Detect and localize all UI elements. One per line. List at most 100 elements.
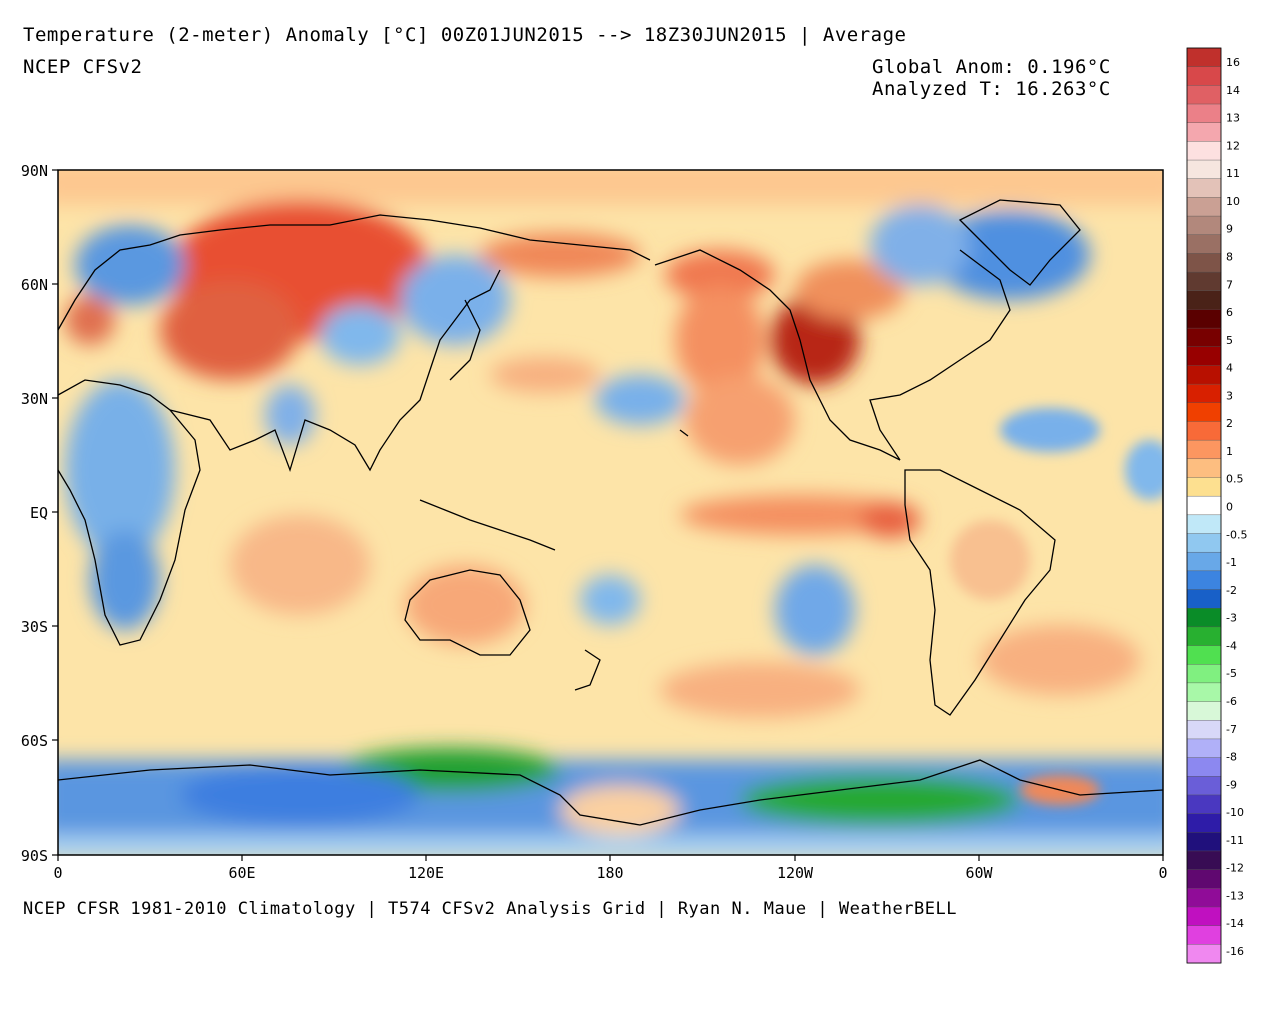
colorbar-swatch bbox=[1186, 47, 1222, 68]
colorbar-swatch bbox=[1186, 421, 1222, 441]
colorbar-swatch bbox=[1186, 738, 1222, 759]
chart-title: Temperature (2-meter) Anomaly [°C] 00Z01… bbox=[23, 24, 907, 46]
coastlines bbox=[58, 199, 1163, 826]
lat-label-60n: 60N bbox=[21, 276, 48, 294]
colorbar-swatch bbox=[1186, 346, 1222, 366]
analyzed-temperature-readout: Analyzed T: 16.263°C bbox=[872, 78, 1111, 100]
colorbar-swatch bbox=[1186, 271, 1222, 292]
colorbar-label: -13 bbox=[1226, 889, 1244, 902]
lat-label-60s: 60S bbox=[21, 732, 48, 750]
colorbar-swatch bbox=[1186, 66, 1222, 86]
colorbar-label: 8 bbox=[1226, 251, 1233, 264]
colorbar-swatch bbox=[1186, 402, 1222, 422]
colorbar-label: 0.5 bbox=[1226, 473, 1244, 486]
colorbar-swatch bbox=[1186, 570, 1222, 591]
colorbar-label: 2 bbox=[1226, 417, 1233, 430]
model-name: NCEP CFSv2 bbox=[23, 56, 143, 78]
colorbar-label: -9 bbox=[1226, 778, 1237, 791]
colorbar-swatch bbox=[1186, 458, 1222, 478]
colorbar-swatch bbox=[1186, 682, 1222, 703]
colorbar-swatch bbox=[1186, 906, 1222, 927]
colorbar-label: -10 bbox=[1226, 806, 1244, 819]
colorbar-label: 13 bbox=[1226, 112, 1240, 125]
colorbar-label: -14 bbox=[1226, 917, 1244, 930]
colorbar-frame bbox=[1186, 47, 1222, 964]
colorbar-swatches bbox=[1186, 47, 1222, 964]
colorbar-label: 0 bbox=[1226, 501, 1233, 514]
lat-label-eq: EQ bbox=[30, 504, 48, 522]
colorbar-swatch bbox=[1186, 383, 1222, 404]
colorbar-label: 1 bbox=[1226, 445, 1233, 458]
colorbar-swatch bbox=[1186, 608, 1222, 628]
colorbar-swatch bbox=[1186, 103, 1222, 124]
colorbar-swatch bbox=[1186, 944, 1222, 964]
colorbar-label: 6 bbox=[1226, 306, 1233, 319]
lat-label-90n: 90N bbox=[21, 162, 48, 180]
colorbar-swatch bbox=[1186, 850, 1222, 871]
global-anomaly-readout: Global Anom: 0.196°C bbox=[872, 56, 1111, 78]
lon-label-60e: 60E bbox=[228, 864, 255, 882]
colorbar-swatch bbox=[1186, 794, 1222, 815]
colorbar-label: -6 bbox=[1226, 695, 1237, 708]
lon-label-60w: 60W bbox=[965, 864, 993, 882]
colorbar-swatch bbox=[1186, 215, 1222, 236]
colorbar-label: 14 bbox=[1226, 84, 1240, 97]
colorbar-label: 9 bbox=[1226, 223, 1233, 236]
lon-label-120e: 120E bbox=[408, 864, 444, 882]
colorbar-label: -2 bbox=[1226, 584, 1237, 597]
colorbar-swatch bbox=[1186, 234, 1222, 254]
colorbar-label: -16 bbox=[1226, 945, 1244, 958]
colorbar-swatch bbox=[1186, 776, 1222, 796]
lon-label-0-left: 0 bbox=[53, 864, 62, 882]
colorbar-label: 4 bbox=[1226, 362, 1233, 375]
colorbar-swatch bbox=[1186, 197, 1222, 217]
colorbar-label: 5 bbox=[1226, 334, 1233, 347]
colorbar-swatch bbox=[1186, 626, 1222, 647]
lon-label-180: 180 bbox=[596, 864, 623, 882]
colorbar-label: -8 bbox=[1226, 751, 1237, 764]
colorbar-swatch bbox=[1186, 365, 1222, 385]
colorbar-swatch bbox=[1186, 533, 1222, 553]
lon-label-120w: 120W bbox=[777, 864, 814, 882]
colorbar-label: -0.5 bbox=[1226, 528, 1247, 541]
lat-label-30n: 30N bbox=[21, 390, 48, 408]
colorbar-swatch bbox=[1186, 477, 1222, 497]
colorbar-swatch bbox=[1186, 253, 1222, 273]
colorbar-swatch bbox=[1186, 141, 1222, 161]
colorbar-label: -4 bbox=[1226, 639, 1237, 652]
colorbar-swatch bbox=[1186, 178, 1222, 198]
anomaly-field bbox=[58, 170, 1163, 855]
colorbar-swatch bbox=[1186, 813, 1222, 833]
colorbar-swatch bbox=[1186, 589, 1222, 609]
lat-label-90s: 90S bbox=[21, 847, 48, 865]
lon-label-0-right: 0 bbox=[1158, 864, 1167, 882]
colorbar-swatch bbox=[1186, 85, 1222, 105]
colorbar-swatch bbox=[1186, 832, 1222, 852]
colorbar-swatch bbox=[1186, 664, 1222, 684]
colorbar-label: 11 bbox=[1226, 167, 1240, 180]
colorbar-swatch bbox=[1186, 309, 1222, 329]
footer-credits: NCEP CFSR 1981-2010 Climatology | T574 C… bbox=[23, 899, 957, 919]
colorbar-label: -3 bbox=[1226, 612, 1237, 625]
colorbar-label: -11 bbox=[1226, 834, 1244, 847]
colorbar-swatch bbox=[1186, 514, 1222, 535]
lat-label-30s: 30S bbox=[21, 618, 48, 636]
colorbar-swatch bbox=[1186, 645, 1222, 665]
colorbar-label: 3 bbox=[1226, 389, 1233, 402]
colorbar-label: 16 bbox=[1226, 56, 1240, 69]
axis-ticks bbox=[52, 169, 1164, 861]
colorbar-swatch bbox=[1186, 439, 1222, 460]
colorbar-swatch bbox=[1186, 925, 1222, 945]
colorbar-label: -7 bbox=[1226, 723, 1237, 736]
colorbar-swatch bbox=[1186, 290, 1222, 310]
colorbar-label: -12 bbox=[1226, 862, 1244, 875]
colorbar-swatch bbox=[1186, 757, 1222, 777]
colorbar-swatch bbox=[1186, 122, 1222, 142]
colorbar-label: -5 bbox=[1226, 667, 1237, 680]
colorbar-swatch bbox=[1186, 551, 1222, 572]
colorbar-labels: 16 14 13 12 11 10 9 8 7 6 5 4 3 2 1 0.5 0 -0.5 -1 -2 -3 -4 -5 -… bbox=[1226, 56, 1247, 958]
colorbar-swatch bbox=[1186, 701, 1222, 721]
colorbar-swatch bbox=[1186, 888, 1222, 908]
